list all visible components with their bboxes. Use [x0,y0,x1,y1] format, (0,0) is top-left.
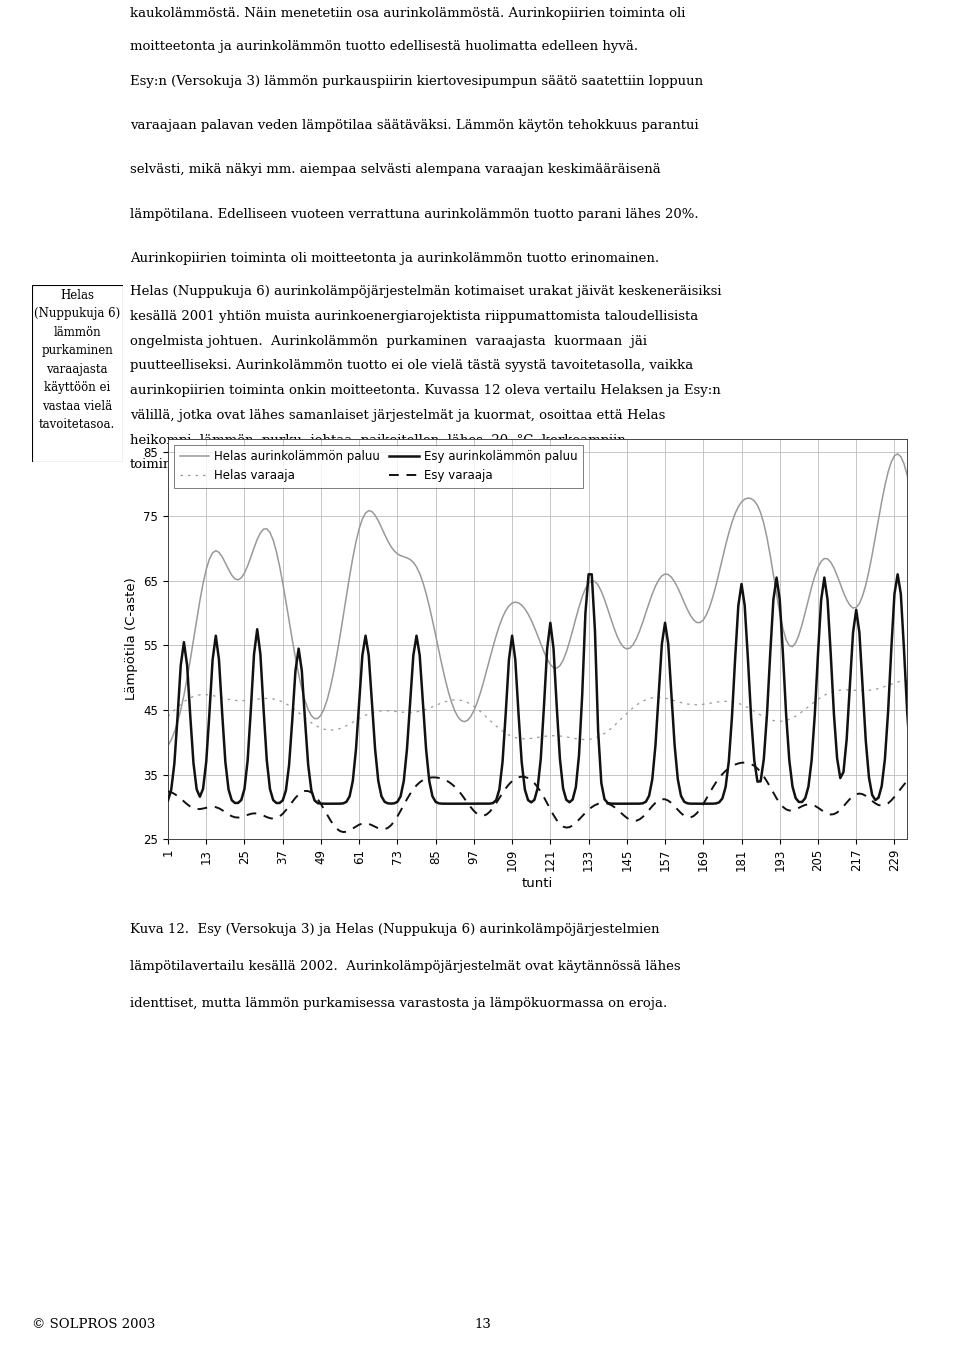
FancyBboxPatch shape [32,285,123,462]
Text: selvästi, mikä näkyi mm. aiempaa selvästi alempana varaajan keskimääräisenä: selvästi, mikä näkyi mm. aiempaa selväst… [130,163,660,177]
Text: Esy:n (Versokuja 3) lämmön purkauspiirin kiertovesipumpun säätö saatettiin loppu: Esy:n (Versokuja 3) lämmön purkauspiirin… [130,75,703,88]
Text: välillä, jotka ovat lähes samanlaiset järjestelmät ja kuormat, osoittaa että Hel: välillä, jotka ovat lähes samanlaiset jä… [130,409,665,422]
Text: ongelmista johtuen.  Aurinkolämmön  purkaminen  varaajasta  kuormaan  jäi: ongelmista johtuen. Aurinkolämmön purkam… [130,334,647,348]
Text: kesällä 2001 yhtiön muista aurinkoenergiarojektista riippumattomista taloudellis: kesällä 2001 yhtiön muista aurinkoenergi… [130,310,698,323]
Text: 13: 13 [474,1317,492,1331]
Legend: Helas aurinkolämmön paluu, Helas varaaja, Esy aurinkolämmön paluu, Esy varaaja: Helas aurinkolämmön paluu, Helas varaaja… [174,444,583,489]
Text: moitteetonta ja aurinkolämmön tuotto edellisestä huolimatta edelleen hyvä.: moitteetonta ja aurinkolämmön tuotto ede… [130,41,637,53]
Y-axis label: Lämpötila (C-aste): Lämpötila (C-aste) [125,577,138,701]
Text: Aurinkopiirien toiminta oli moitteetonta ja aurinkolämmön tuotto erinomainen.: Aurinkopiirien toiminta oli moitteetonta… [130,251,659,265]
Text: lämpötilana. Edelliseen vuoteen verrattuna aurinkolämmön tuotto parani lähes 20%: lämpötilana. Edelliseen vuoteen verrattu… [130,208,698,220]
Text: Helas
(Nuppukuja 6)
lämmön
purkaminen
varaajasta
käyttöön ei
vastaa vielä
tavoit: Helas (Nuppukuja 6) lämmön purkaminen va… [35,289,120,432]
Text: lämpötilavertailu kesällä 2002.  Aurinkolämpöjärjestelmät ovat käytännössä lähes: lämpötilavertailu kesällä 2002. Aurinkol… [130,960,681,974]
Text: aurinkopiirien toiminta onkin moitteetonta. Kuvassa 12 oleva vertailu Helaksen j: aurinkopiirien toiminta onkin moitteeton… [130,384,720,397]
Text: Kuva 12.  Esy (Versokuja 3) ja Helas (Nuppukuja 6) aurinkolämpöjärjestelmien: Kuva 12. Esy (Versokuja 3) ja Helas (Nup… [130,923,660,937]
Text: heikompi  lämmön  purku  johtaa  paikoitellen  lähes  20  °C  korkeampiin: heikompi lämmön purku johtaa paikoitelle… [130,433,625,447]
Text: toimintalämpötiloihin.: toimintalämpötiloihin. [130,459,277,471]
Text: varaajaan palavan veden lämpötilaa säätäväksi. Lämmön käytön tehokkuus parantui: varaajaan palavan veden lämpötilaa säätä… [130,120,698,132]
Text: kaukolämmöstä. Näin menetetiin osa aurinkolämmöstä. Aurinkopiirien toiminta oli: kaukolämmöstä. Näin menetetiin osa aurin… [130,7,685,20]
Text: identtiset, mutta lämmön purkamisessa varastosta ja lämpökuormassa on eroja.: identtiset, mutta lämmön purkamisessa va… [130,997,667,1010]
Text: © SOLPROS 2003: © SOLPROS 2003 [32,1317,156,1331]
Text: puutteelliseksi. Aurinkolämmön tuotto ei ole vielä tästä syystä tavoitetasolla, : puutteelliseksi. Aurinkolämmön tuotto ei… [130,360,693,372]
Text: Helas (Nuppukuja 6) aurinkolämpöjärjestelmän kotimaiset urakat jäivät keskeneräi: Helas (Nuppukuja 6) aurinkolämpöjärjeste… [130,285,721,299]
X-axis label: tunti: tunti [522,877,553,889]
